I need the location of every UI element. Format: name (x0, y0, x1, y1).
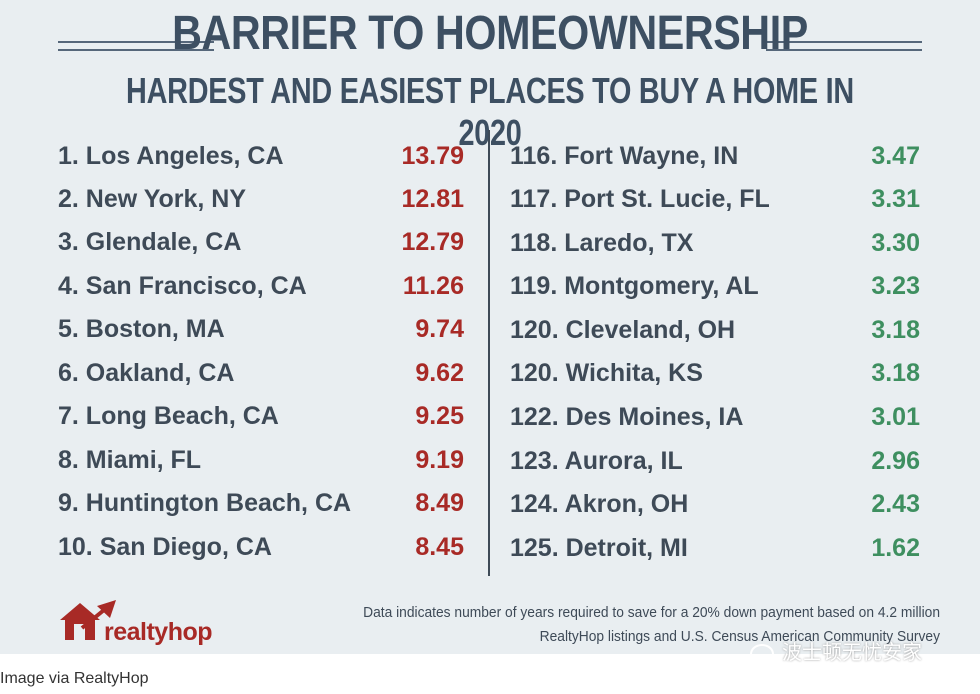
hardest-row-value: 9.25 (415, 402, 464, 430)
easiest-row-value: 3.30 (871, 229, 920, 257)
hardest-row-value: 9.62 (415, 359, 464, 387)
title-decoration-left (58, 41, 214, 52)
hardest-row-value: 8.49 (415, 489, 464, 517)
easiest-row-label: 118. Laredo, TX (510, 229, 694, 257)
hardest-row-label: 6. Oakland, CA (58, 359, 235, 387)
watermark: 波士顿无忧安家 (750, 636, 922, 665)
data-note-line2: RealtyHop listings and U.S. Census Ameri… (539, 628, 940, 645)
easiest-row-label: 125. Detroit, MI (510, 534, 688, 562)
easiest-row-value: 2.96 (871, 447, 920, 475)
easiest-row-value: 3.23 (871, 272, 920, 300)
wechat-icon (750, 643, 774, 664)
easiest-row-label: 119. Montgomery, AL (510, 272, 759, 300)
easiest-row-label: 124. Akron, OH (510, 490, 689, 518)
easiest-row-value: 3.18 (871, 316, 920, 344)
easiest-row-label: 116. Fort Wayne, IN (510, 142, 739, 170)
easiest-row-value: 3.47 (871, 142, 920, 170)
hardest-row-label: 1. Los Angeles, CA (58, 142, 284, 170)
easiest-row-label: 122. Des Moines, IA (510, 403, 744, 431)
data-note-line1: Data indicates number of years required … (363, 604, 941, 621)
logo-wordmark: realtyhop (104, 618, 213, 646)
easiest-row-value: 1.62 (871, 534, 920, 562)
infographic-subtitle: HARDEST AND EASIEST PLACES TO BUY A HOME… (126, 70, 854, 153)
arrow-up-icon (80, 600, 116, 630)
easiest-row-value: 3.18 (871, 359, 920, 387)
hardest-row-label: 7. Long Beach, CA (58, 402, 279, 430)
easiest-row-label: 120. Wichita, KS (510, 359, 703, 387)
easiest-row-value: 3.01 (871, 403, 920, 431)
hardest-row-label: 2. New York, NY (58, 185, 247, 213)
image-caption: Image via RealtyHop (0, 670, 149, 687)
realtyhop-logo (60, 600, 116, 640)
hardest-row-label: 4. San Francisco, CA (58, 272, 307, 300)
hardest-row-value: 12.79 (401, 228, 464, 256)
hardest-row-value: 12.81 (401, 185, 464, 213)
hardest-row-label: 5. Boston, MA (58, 315, 225, 343)
hardest-row-value: 13.79 (401, 142, 464, 170)
infographic-card: BARRIER TO HOMEOWNERSHIP HARDEST AND EAS… (0, 0, 980, 664)
easiest-row-label: 120. Cleveland, OH (510, 316, 736, 344)
hardest-row-label: 10. San Diego, CA (58, 533, 272, 561)
hardest-row-value: 11.26 (402, 272, 464, 300)
hardest-row-value: 9.19 (415, 446, 464, 474)
infographic-title: BARRIER TO HOMEOWNERSHIP (172, 7, 808, 60)
title-decoration-right (766, 41, 922, 52)
easiest-row-value: 3.31 (871, 185, 920, 213)
hardest-row-value: 8.45 (415, 533, 464, 561)
watermark-text: 波士顿无忧安家 (782, 642, 922, 664)
hardest-row-label: 3. Glendale, CA (58, 228, 242, 256)
easiest-row-label: 117. Port St. Lucie, FL (510, 185, 770, 213)
hardest-row-label: 9. Huntington Beach, CA (58, 489, 352, 517)
hardest-row-label: 8. Miami, FL (58, 446, 202, 474)
easiest-row-label: 123. Aurora, IL (510, 447, 683, 475)
hardest-row-value: 9.74 (415, 315, 464, 343)
column-divider (488, 130, 490, 576)
house-logo-icon (60, 603, 100, 640)
easiest-row-value: 2.43 (871, 490, 920, 518)
